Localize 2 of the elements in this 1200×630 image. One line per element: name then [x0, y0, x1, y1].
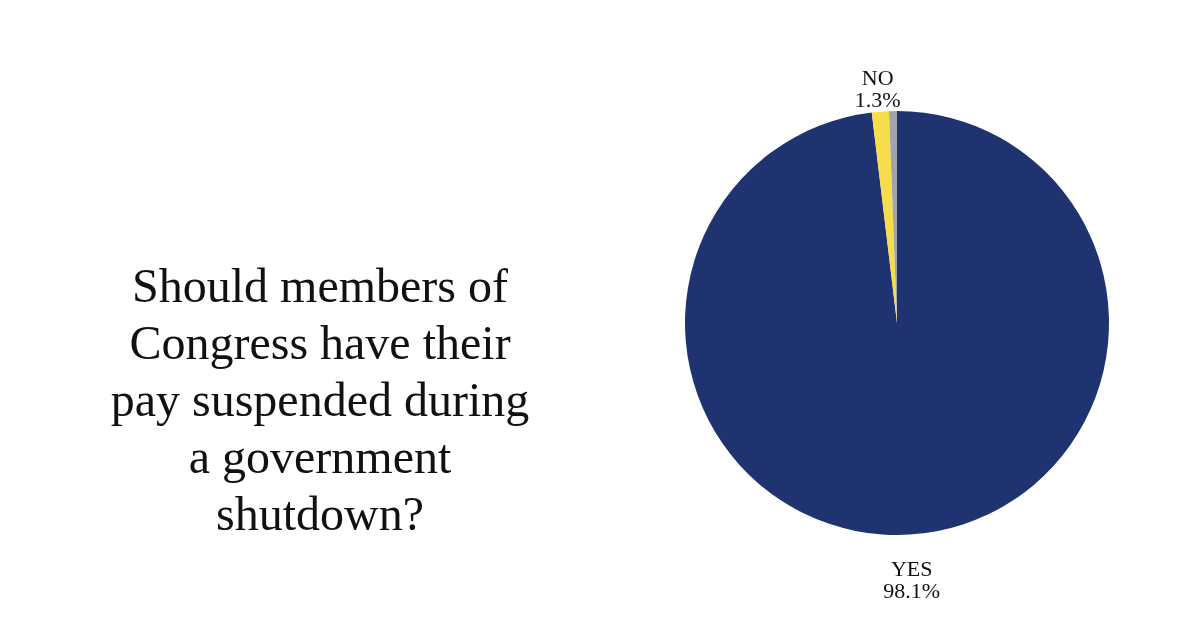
- text: Should members of Congress have their pay suspended during a government shutdown?: [110, 259, 530, 540]
- pie-slice: [685, 111, 1109, 535]
